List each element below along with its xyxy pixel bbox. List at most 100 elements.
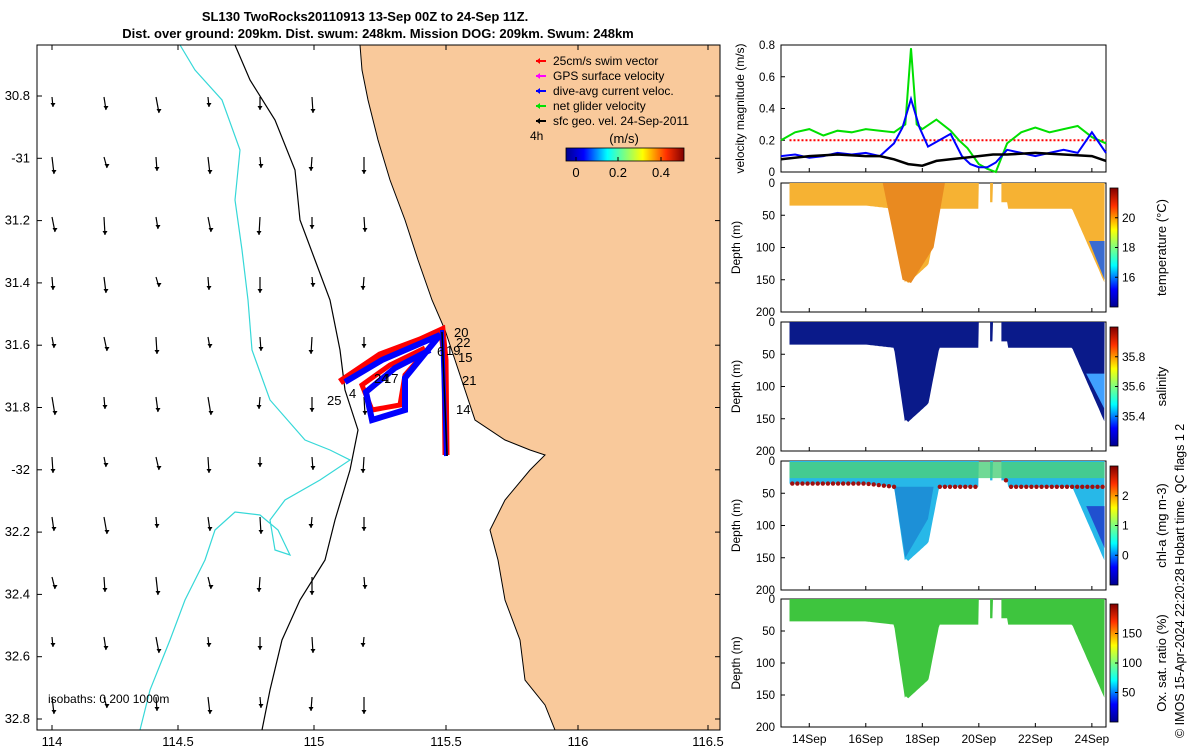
colorbar-tick-label: 0 (572, 165, 579, 180)
chl-dot (942, 484, 948, 489)
section-colorbar-tick-label: 0 (1122, 548, 1129, 562)
velocity-vector-head (51, 344, 57, 348)
section-y-tick-label: 150 (756, 275, 775, 287)
velocity-vector-head (257, 463, 263, 467)
chl-dot (1095, 484, 1100, 489)
velocity-vector-head (50, 103, 56, 107)
section-y-tick-label: 200 (756, 307, 775, 319)
velocity-vector-head (51, 710, 57, 714)
velocity-vector-head (206, 643, 212, 647)
section-y-label: Depth (m) (729, 636, 743, 689)
section-y-tick-label: 0 (769, 456, 775, 468)
velocity-vector-head (103, 646, 109, 650)
isobath-1000m (139, 45, 352, 730)
x-tick-label: 16Sep (848, 732, 883, 746)
section-colorbar-tick-label: 2 (1122, 489, 1129, 503)
chl-dot (1100, 484, 1105, 489)
velocity-vector-head (258, 347, 264, 351)
chl-dot (1044, 484, 1049, 489)
track-label: 25 (327, 393, 341, 408)
chl-dot (876, 482, 881, 488)
map-y-tick-label: 31.6 (5, 337, 30, 352)
chl-dot (856, 481, 861, 486)
section-colorbar-label: Ox. sat. ratio (%) (1154, 614, 1169, 712)
section-y-tick-label: 50 (762, 488, 775, 500)
map-x-tick-label: 114.5 (162, 734, 194, 749)
velocity-y-label: velocity magnitude (m/s) (733, 43, 747, 173)
velocity-vector-head (102, 405, 108, 409)
colorbar-tick-label: 0.4 (652, 165, 670, 180)
sfc-geo-velocity-field (50, 96, 368, 715)
map-x-tick-label: 114 (42, 734, 63, 749)
section-colorbar-tick-label: 20 (1122, 211, 1136, 225)
section-y-tick-label: 0 (769, 317, 775, 329)
section-y-tick-label: 50 (762, 349, 775, 361)
velocity-vector-head (206, 103, 212, 107)
track-label: 19 (446, 343, 460, 358)
map-y-tick-label: 32.4 (5, 586, 30, 601)
section-colorbar-label: chl-a (mg m-3) (1154, 483, 1169, 568)
section-colorbar-tick-label: 16 (1122, 270, 1136, 284)
colorbar-tick-label: 0.2 (609, 165, 627, 180)
chl-dot (1059, 484, 1065, 489)
map-x-tick-label: 116 (568, 734, 589, 749)
chl-dot (1080, 484, 1085, 489)
velocity-vector-head (156, 283, 162, 287)
section-y-tick-label: 150 (756, 690, 775, 702)
velocity-vector-head (50, 643, 56, 647)
velocity-vector-head (308, 167, 314, 171)
map-x-tick-label: 115 (304, 734, 325, 749)
chl-dot (1090, 484, 1095, 489)
velocity-vector-head (52, 585, 58, 589)
section-colorbar-tick-label: 35.8 (1122, 350, 1146, 364)
section-y-label: Depth (m) (729, 360, 743, 413)
velocity-vector-head (361, 170, 367, 174)
velocity-vector-head (207, 710, 213, 714)
velocity-series-line (780, 151, 1107, 167)
x-tick-label: 18Sep (905, 732, 940, 746)
velocity-vector-head (50, 286, 56, 290)
chl-dot (1024, 484, 1029, 489)
section-y-tick-label: 200 (756, 722, 775, 734)
velocity-y-tick-label: 0.8 (759, 40, 775, 52)
speed-colorbar-ticks: 0 0.2 0.4 (572, 157, 670, 180)
velocity-vector-head (156, 466, 162, 470)
blue-arrow-icon (536, 88, 540, 94)
velocity-vector-head (310, 466, 316, 470)
velocity-vector-head (207, 527, 213, 531)
velocity-vector-head (361, 710, 367, 714)
chl-dot (800, 481, 805, 486)
velocity-vector-head (309, 408, 315, 412)
velocity-vector-head (154, 524, 160, 528)
title-line-2: Dist. over ground: 209km. Dist. swum: 24… (122, 26, 634, 41)
chl-dot (1019, 484, 1024, 489)
map-axes: 114 114.5 115 115.5 116 116.5 30.8 -31 31.2 31.4 3… (5, 45, 724, 749)
velocity-y-tick-label: 0.4 (759, 104, 776, 116)
velocity-vector-head (103, 289, 109, 293)
velocity-vector-head (257, 106, 263, 110)
velocity-vector-head (206, 286, 212, 290)
velocity-vector-head (104, 164, 110, 168)
section-y-tick-label: 200 (756, 446, 775, 458)
chl-dot (1054, 484, 1060, 489)
chl-low-patch (1086, 506, 1105, 549)
velocity-vector-head (104, 704, 110, 708)
velocity-vector-head (207, 170, 213, 174)
colorbar-title: (m/s) (609, 131, 639, 146)
section-y-tick-label: 50 (762, 210, 775, 222)
chl-dot (835, 481, 841, 486)
velocity-vector-head (155, 225, 161, 229)
section-colorbar-tick-label: 50 (1122, 686, 1136, 700)
velocity-vector-head (52, 411, 58, 415)
velocity-vector-head (257, 289, 263, 293)
chl-dot (840, 481, 846, 486)
velocity-vector-head (103, 463, 109, 467)
velocity-vector-head (362, 585, 368, 589)
map-x-tick-label: 115.5 (430, 734, 462, 749)
chl-dot (1013, 484, 1019, 489)
section-y-label: Depth (m) (729, 221, 743, 274)
velocity-vector-head (208, 585, 214, 589)
